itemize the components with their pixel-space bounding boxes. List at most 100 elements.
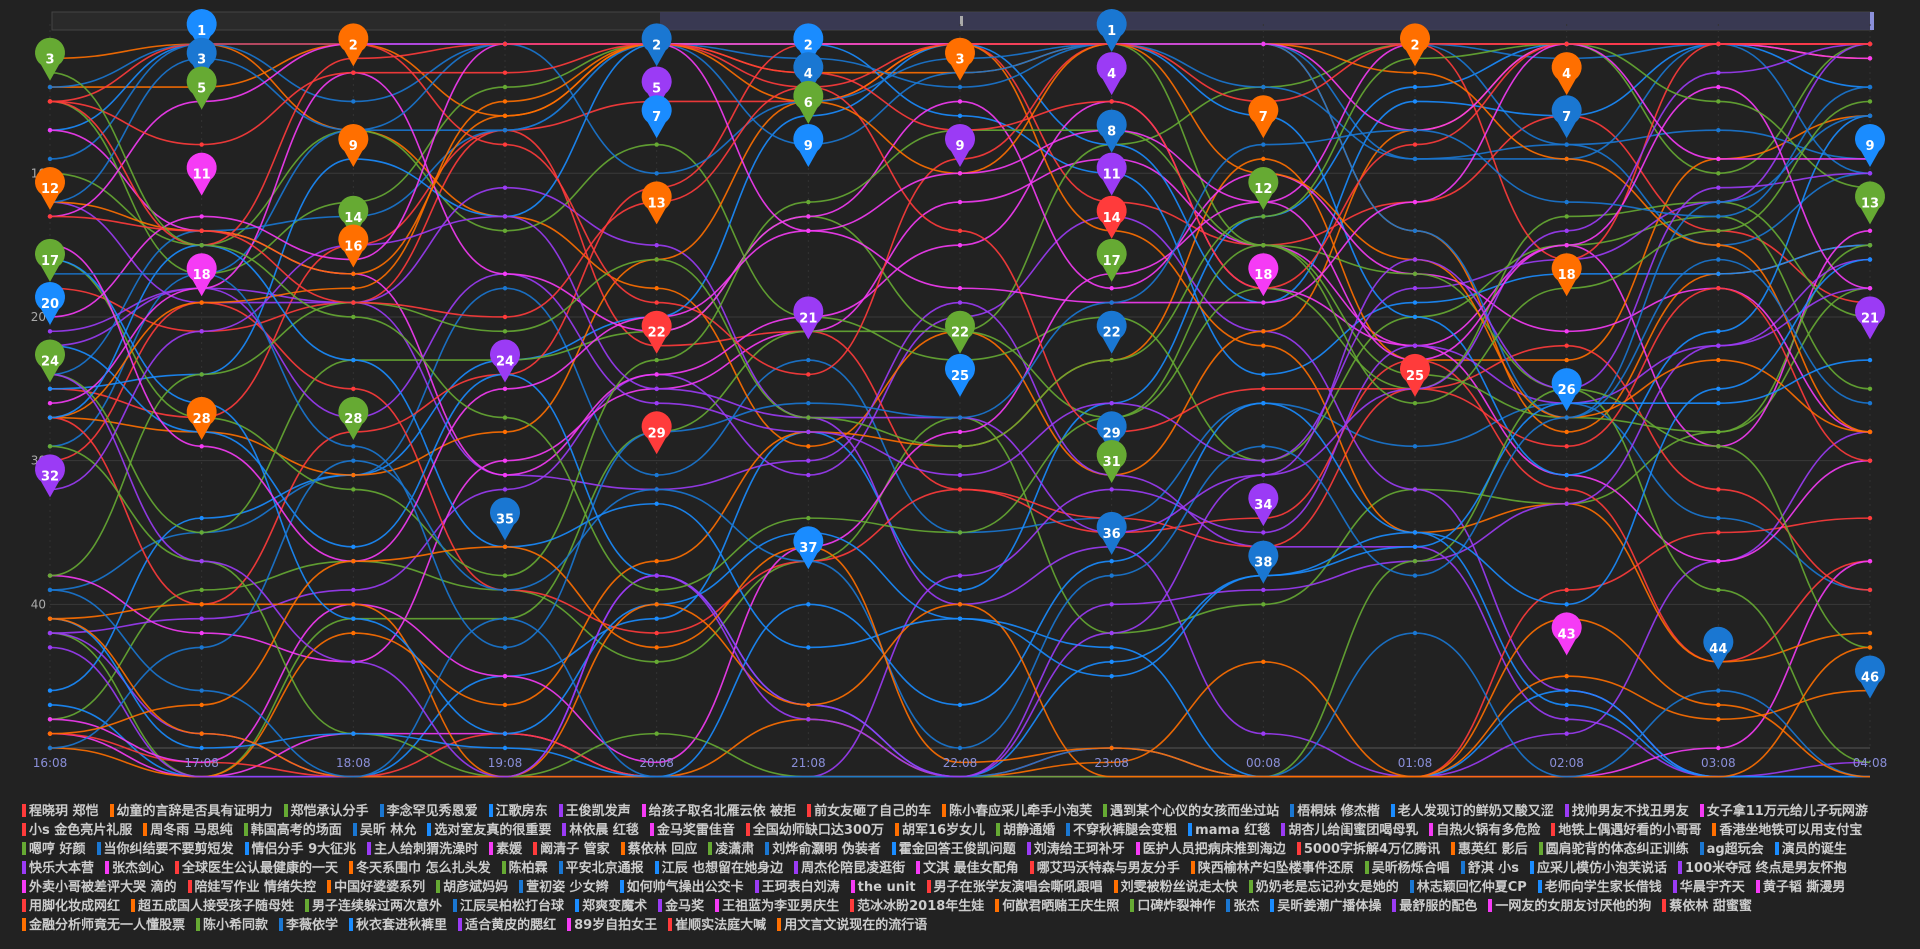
- legend-item[interactable]: 陈小春应采儿牵手小泡芙: [942, 802, 1092, 821]
- legend-item[interactable]: 李薇依学: [279, 916, 338, 935]
- legend-item[interactable]: 前女友砸了自己的车: [807, 802, 931, 821]
- legend-item[interactable]: 陪娃写作业 情绪失控: [187, 878, 316, 897]
- legend-item[interactable]: 吴昕姜潮广播体操: [1270, 897, 1381, 916]
- rank-marker-pin[interactable]: 14: [1096, 195, 1127, 239]
- legend-item[interactable]: 王俊凯发声: [558, 802, 631, 821]
- rank-marker-pin[interactable]: 24: [35, 339, 65, 383]
- legend-item[interactable]: 蔡依林 回应: [620, 840, 697, 859]
- legend-item[interactable]: 舒淇 小s: [1460, 859, 1519, 878]
- legend-item[interactable]: 李念罕见秀恩爱: [379, 802, 478, 821]
- rank-marker-pin[interactable]: 5: [641, 66, 672, 110]
- rank-marker-pin[interactable]: 25: [1400, 353, 1431, 397]
- legend-item[interactable]: 用文言文说现在的流行语: [777, 916, 927, 935]
- legend-item[interactable]: 100米夺冠 终点是男友怀抱: [1678, 859, 1847, 878]
- legend-item[interactable]: 张杰剑心: [105, 859, 164, 878]
- rank-marker-pin[interactable]: 22: [945, 310, 975, 354]
- legend-item[interactable]: 梧桐妹 修杰楷: [1290, 802, 1380, 821]
- rank-marker-pin[interactable]: 7: [641, 95, 672, 139]
- legend-item[interactable]: mama 红毯: [1188, 821, 1270, 840]
- legend-item[interactable]: 周杰伦陪昆凌逛街: [794, 859, 905, 878]
- legend-item[interactable]: 香港坐地铁可以用支付宝: [1712, 821, 1862, 840]
- legend-item[interactable]: 找帅男友不找丑男友: [1564, 802, 1689, 821]
- legend-item[interactable]: 胡彦斌妈妈: [436, 878, 508, 897]
- legend-item[interactable]: 王珂表白刘涛: [754, 878, 840, 897]
- rank-marker-pin[interactable]: 5: [186, 66, 217, 110]
- legend-item[interactable]: 用脚化妆成网红: [22, 897, 120, 916]
- legend-item[interactable]: 林依晨 红毯: [562, 821, 639, 840]
- rank-marker-pin[interactable]: 37: [793, 526, 824, 570]
- legend-item[interactable]: 中国好婆婆系列: [327, 878, 425, 897]
- legend-item[interactable]: 嗯哼 好颜: [22, 840, 86, 859]
- legend-item[interactable]: the unit: [850, 878, 916, 897]
- legend-item[interactable]: 惠英红 影后: [1451, 840, 1528, 859]
- rank-marker-pin[interactable]: 12: [35, 167, 65, 211]
- legend-item[interactable]: 胡军16岁女儿: [895, 821, 985, 840]
- legend-item[interactable]: 最舒服的配色: [1392, 897, 1477, 916]
- legend-item[interactable]: 胡杏儿给闺蜜团喝母乳: [1281, 821, 1418, 840]
- rank-marker-pin[interactable]: 29: [641, 411, 672, 455]
- rank-marker-pin[interactable]: 2: [793, 23, 824, 67]
- legend-item[interactable]: 自热火锅有多危险: [1429, 821, 1540, 840]
- legend-item[interactable]: 男子连续躲过两次意外: [305, 897, 442, 916]
- legend-item[interactable]: 张杰: [1226, 897, 1259, 916]
- rank-marker-pin[interactable]: 22: [1096, 310, 1127, 354]
- legend-item[interactable]: 凌潇肃: [708, 840, 754, 859]
- rank-marker-pin[interactable]: 2: [1400, 23, 1431, 67]
- rank-marker-pin[interactable]: 28: [338, 396, 369, 440]
- rank-marker-pin[interactable]: 4: [793, 52, 824, 96]
- legend-item[interactable]: 范冰冰盼2018年生娃: [850, 897, 984, 916]
- legend-item[interactable]: 一网友的女朋友讨厌他的狗: [1488, 897, 1651, 916]
- legend-item[interactable]: 刘烨俞灏明 伪装者: [765, 840, 881, 859]
- rank-marker-pin[interactable]: 11: [1096, 152, 1127, 196]
- legend-item[interactable]: 快乐大本营: [22, 859, 94, 878]
- rank-marker-pin[interactable]: 3: [186, 37, 217, 81]
- rank-marker-pin[interactable]: 7: [1248, 95, 1279, 139]
- legend-item[interactable]: 江歌房东: [488, 802, 548, 821]
- rank-marker-pin[interactable]: 17: [35, 238, 65, 282]
- legend-item[interactable]: 医护人员把病床推到海边: [1135, 840, 1286, 859]
- legend-item[interactable]: 平安北京通报: [558, 859, 644, 878]
- legend-item[interactable]: 如何帅气操出公交卡: [619, 878, 744, 897]
- legend-item[interactable]: 全国幼师缺口达300万: [745, 821, 884, 840]
- rank-marker-pin[interactable]: 21: [1855, 296, 1885, 340]
- legend-item[interactable]: 吴昕杨烁合唱: [1364, 859, 1450, 878]
- rank-marker-pin[interactable]: 8: [1096, 109, 1127, 153]
- rank-marker-pin[interactable]: 35: [490, 497, 521, 541]
- legend-item[interactable]: 蔡依林 甜蜜蜜: [1662, 897, 1752, 916]
- legend-item[interactable]: 当你纠结要不要剪短发: [96, 840, 234, 859]
- rank-marker-pin[interactable]: 13: [1855, 181, 1885, 225]
- legend-item[interactable]: 遇到某个心仪的女孩而坐过站: [1103, 802, 1279, 821]
- rank-marker-pin[interactable]: 22: [641, 310, 672, 354]
- legend-item[interactable]: 89岁自拍女王: [567, 916, 657, 935]
- legend-item[interactable]: 金马奖雷佳音: [649, 821, 735, 840]
- legend-item[interactable]: 霍金回答王俊凯问题: [891, 840, 1016, 859]
- brush-slider[interactable]: [51, 11, 1874, 31]
- legend-item[interactable]: 外卖小哥被差评大哭 滴的: [22, 878, 177, 897]
- rank-marker-pin[interactable]: 1: [186, 9, 217, 52]
- rank-marker-pin[interactable]: 14: [338, 195, 369, 239]
- legend-item[interactable]: 华晨宇齐天: [1672, 878, 1745, 897]
- legend-item[interactable]: 程晓玥 郑恺: [22, 802, 99, 821]
- legend-item[interactable]: 老师向学生家长借钱: [1537, 878, 1662, 897]
- legend-item[interactable]: 男子在张学友演唱会嘶吼跟唱: [926, 878, 1103, 897]
- legend-item[interactable]: 冬天系围巾 怎么扎头发: [349, 859, 491, 878]
- legend-item[interactable]: 崔顺实法庭大喊: [668, 916, 766, 935]
- legend-item[interactable]: 演员的诞生: [1774, 840, 1847, 859]
- rank-marker-pin[interactable]: 4: [1096, 52, 1127, 96]
- legend-item[interactable]: 刘雯被粉丝说走太快: [1113, 878, 1238, 897]
- rank-marker-pin[interactable]: 17: [1096, 238, 1127, 282]
- legend-item[interactable]: 刘涛给王珂补牙: [1026, 840, 1125, 859]
- legend-item[interactable]: 郑恺承认分手: [283, 802, 369, 821]
- legend-item[interactable]: 郑爽变魔术: [575, 897, 647, 916]
- legend-item[interactable]: 5000字拆解4万亿腾讯: [1296, 840, 1440, 859]
- rank-marker-pin[interactable]: 43: [1551, 612, 1582, 656]
- legend-item[interactable]: 陕西榆林产妇坠楼事件还原: [1190, 859, 1354, 878]
- rank-marker-pin[interactable]: 24: [490, 339, 521, 383]
- rank-marker-pin[interactable]: 3: [945, 37, 975, 81]
- legend-item[interactable]: 选对室友真的很重要: [427, 821, 551, 840]
- legend-item[interactable]: 全球医生公认最健康的一天: [175, 859, 338, 878]
- rank-marker-pin[interactable]: 7: [1551, 95, 1582, 139]
- rank-marker-pin[interactable]: 16: [338, 224, 369, 268]
- legend-item[interactable]: 江辰吴柏松打台球: [453, 897, 564, 916]
- legend-item[interactable]: ag超玩会: [1699, 840, 1764, 859]
